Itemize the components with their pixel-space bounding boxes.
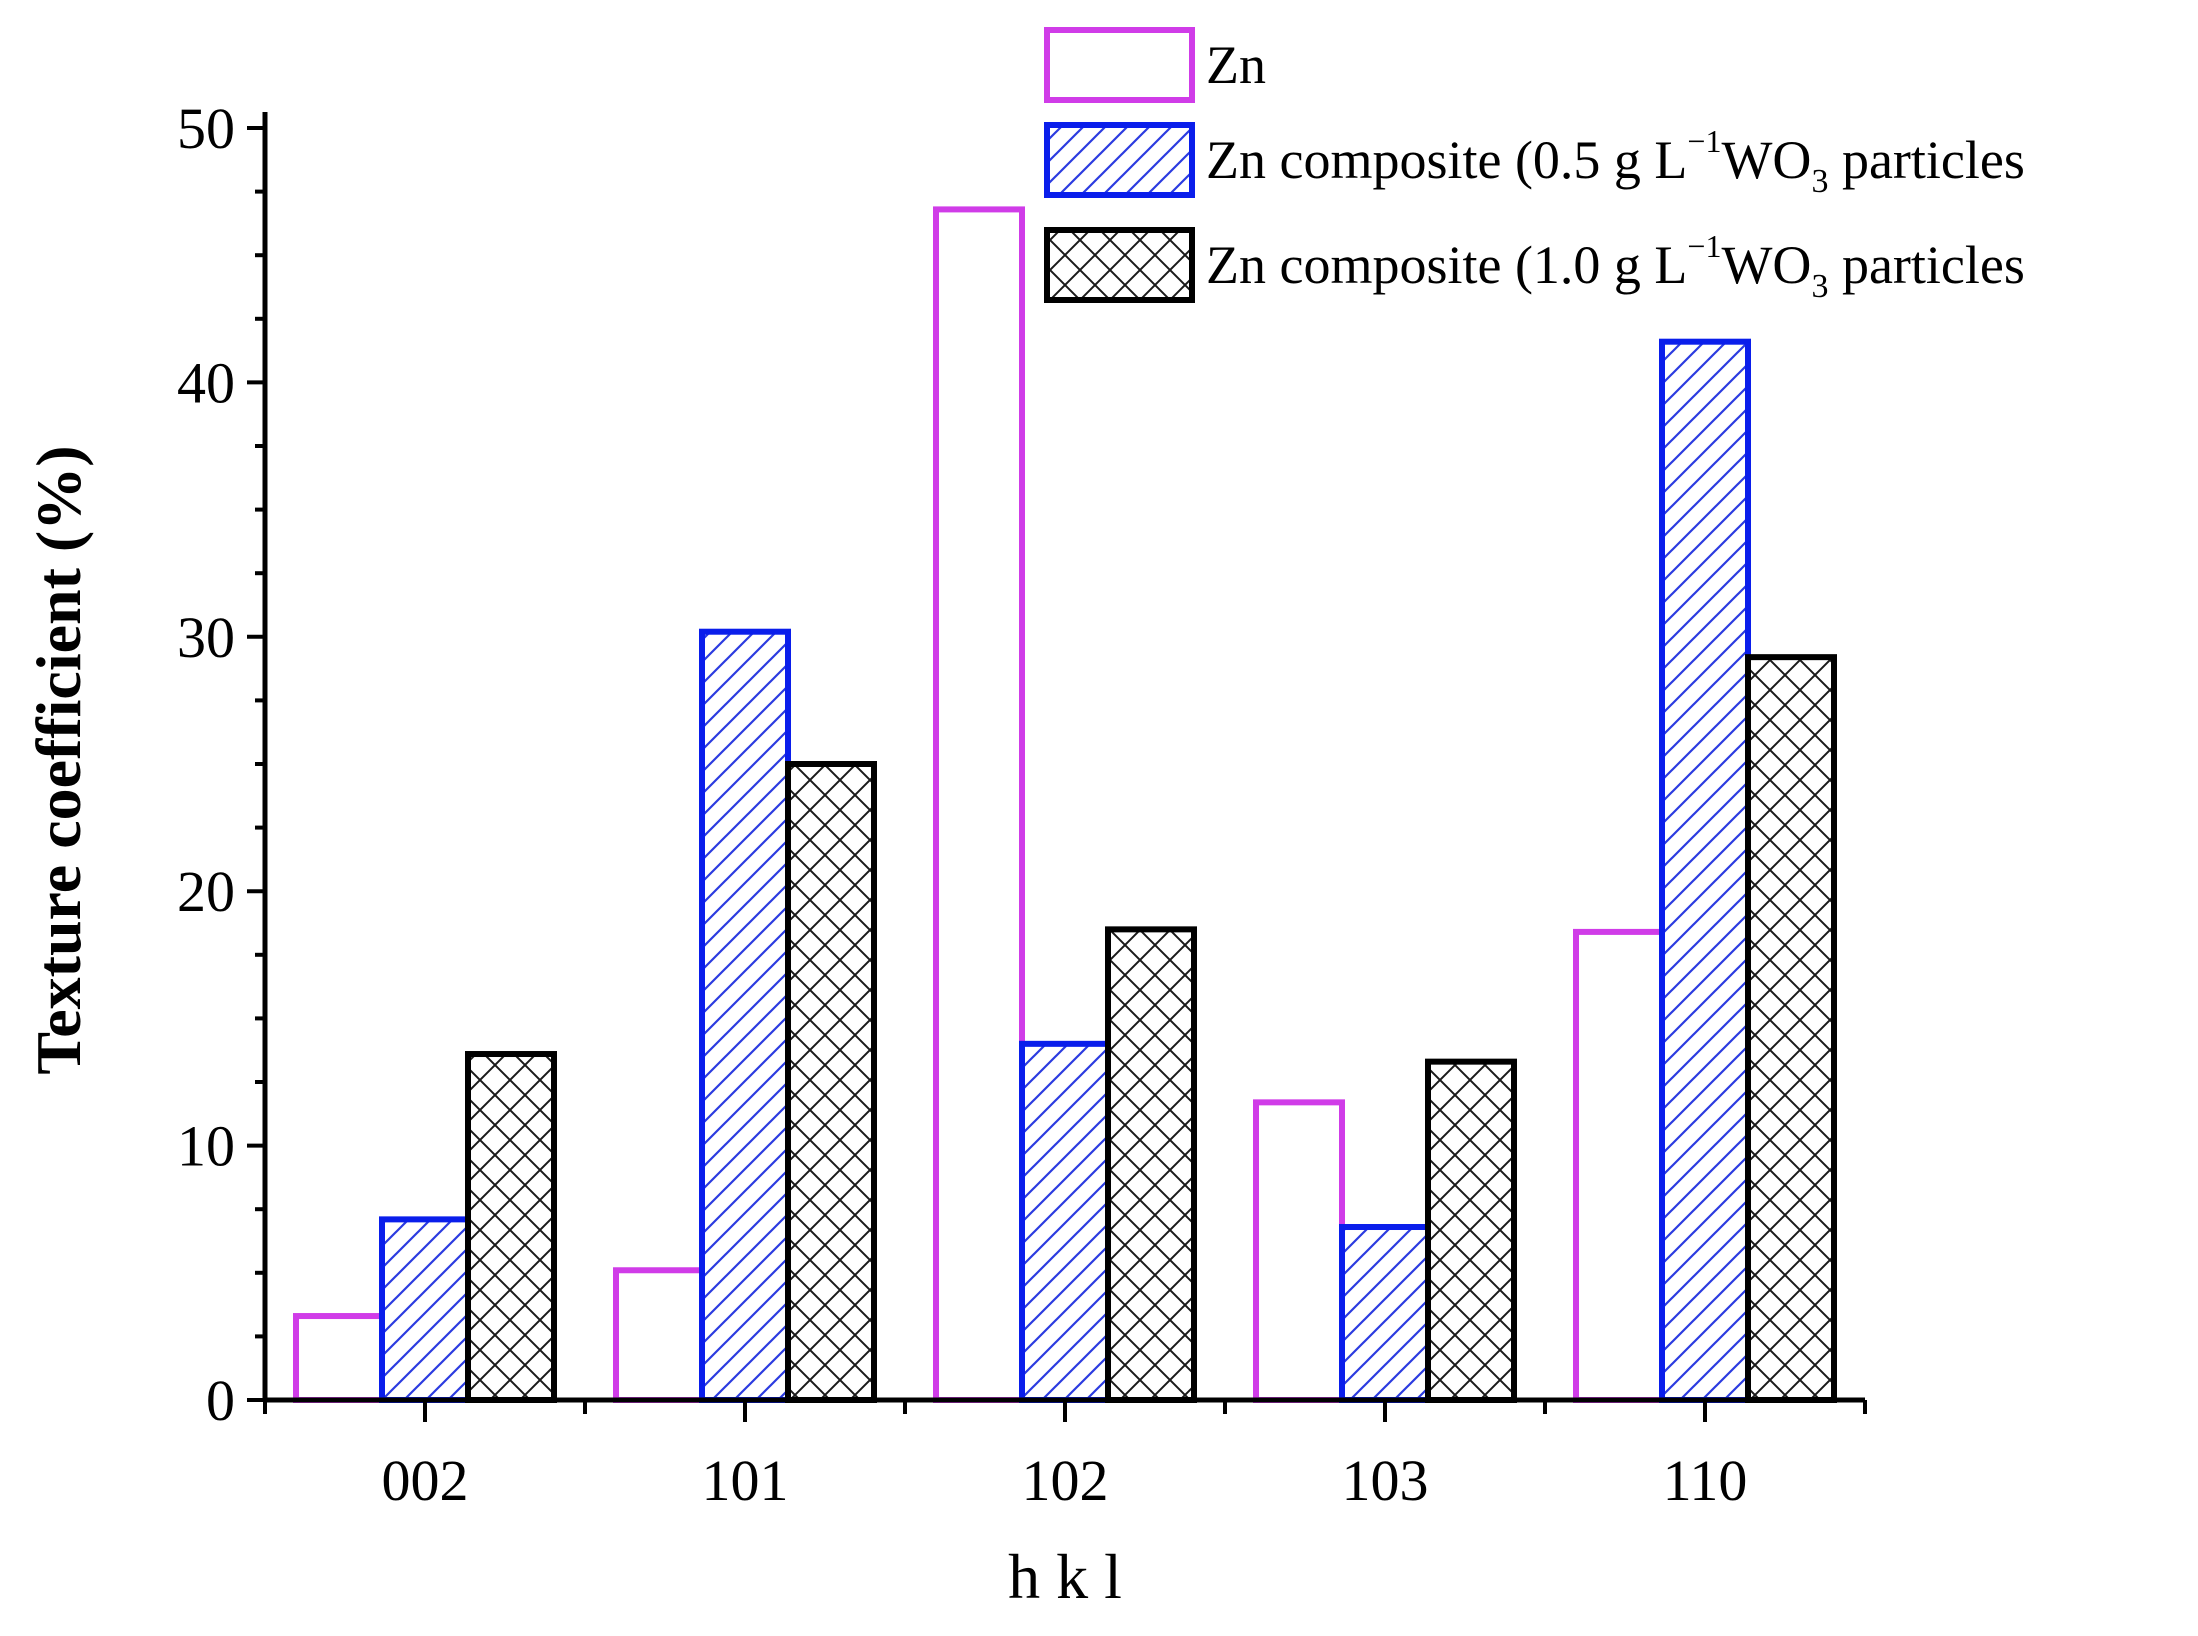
legend-swatch-series-1: [1044, 27, 1195, 103]
legend-label-series-3: Zn composite (1.0 g L−1WO3 particles: [1206, 228, 2025, 305]
bar-101-series-3: [785, 761, 877, 1403]
y-axis-ticks: 0 10 20 30 40 50: [177, 96, 265, 1433]
bar-102-series-2: [1019, 1040, 1111, 1403]
y-tick-label: 0: [206, 1368, 235, 1433]
legend-swatch-series-3: [1044, 227, 1195, 303]
x-tick-label: 110: [1663, 1448, 1748, 1513]
bar-110-series-3: [1745, 654, 1837, 1403]
y-tick-label: 50: [177, 96, 235, 161]
y-tick-label: 30: [177, 605, 235, 670]
legend-swatch-series-2: [1044, 122, 1195, 198]
bar-002-series-2: [379, 1216, 471, 1403]
bars: [293, 206, 1837, 1404]
x-tick-label: 103: [1342, 1448, 1429, 1513]
legend: Zn Zn composite (0.5 g L−1WO3 particles Zn…: [1044, 27, 2025, 305]
y-axis-title: Texture coefficient (%): [23, 445, 94, 1074]
x-tick-label: 101: [702, 1448, 789, 1513]
bar-110-series-2: [1659, 338, 1751, 1403]
bar-103-series-2: [1339, 1224, 1431, 1404]
bar-103-series-1: [1253, 1099, 1345, 1404]
y-tick-label: 10: [177, 1114, 235, 1179]
legend-label-series-2: Zn composite (0.5 g L−1WO3 particles: [1206, 123, 2025, 200]
bar-110-series-1: [1573, 928, 1665, 1403]
bar-101-series-1: [613, 1267, 705, 1403]
y-tick-label: 40: [177, 350, 235, 415]
x-tick-label: 002: [382, 1448, 469, 1513]
x-tick-label: 102: [1022, 1448, 1109, 1513]
bar-101-series-2: [699, 628, 791, 1403]
bar-103-series-3: [1425, 1058, 1517, 1403]
bar-002-series-3: [465, 1051, 557, 1403]
bar-102-series-3: [1105, 926, 1197, 1403]
x-axis-ticks: 002 101 102 103 110: [263, 1400, 1867, 1513]
bar-102-series-1: [933, 206, 1025, 1404]
legend-label-series-1: Zn: [1206, 35, 1266, 95]
y-tick-label: 20: [177, 859, 235, 924]
bar-002-series-1: [293, 1313, 385, 1403]
x-axis-title: h k l: [1008, 1541, 1122, 1612]
